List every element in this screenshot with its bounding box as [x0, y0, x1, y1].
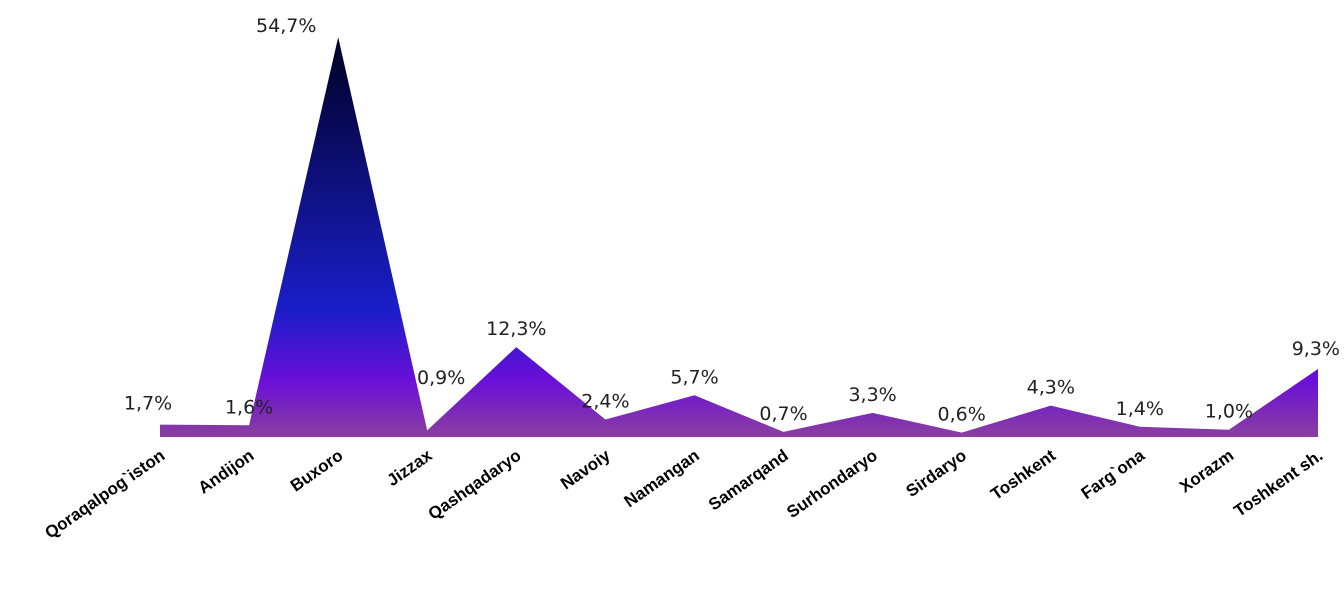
category-label: Qashqadaryo [425, 446, 525, 524]
data-label: 9,3% [1292, 338, 1340, 360]
data-label: 1,0% [1205, 401, 1253, 423]
category-label: Buxoro [287, 446, 347, 496]
data-label: 2,4% [581, 391, 629, 413]
category-label: Jizzax [384, 445, 436, 490]
category-label: Qoraqalpog`iston [41, 446, 168, 543]
data-label: 1,7% [124, 393, 172, 415]
category-label: Andijon [195, 446, 258, 498]
data-label: 12,3% [486, 318, 546, 340]
data-label: 0,9% [417, 367, 465, 389]
category-label: Namangan [621, 446, 703, 511]
data-label: 1,6% [225, 396, 273, 418]
category-label: Toshkent [987, 446, 1059, 504]
area-series [160, 37, 1318, 437]
data-label: 1,4% [1116, 398, 1164, 420]
category-label: Navoiy [557, 445, 614, 493]
data-label: 0,7% [759, 403, 807, 425]
category-label: Surhondaryo [783, 446, 881, 522]
area-fill [160, 37, 1318, 437]
data-label: 5,7% [670, 366, 718, 388]
category-label: Xorazm [1176, 446, 1237, 497]
data-label: 3,3% [848, 384, 896, 406]
data-label: 4,3% [1027, 377, 1075, 399]
data-label: 54,7% [256, 15, 316, 37]
category-label: Toshkent sh. [1231, 446, 1327, 521]
category-label: Samarqand [705, 446, 792, 515]
data-labels: 1,7% 1,6% 54,7% 0,9% 12,3% 2,4% 5,7% 0,7% 3,3% 0,… [124, 15, 1340, 426]
category-label: Sirdaryo [903, 446, 970, 501]
category-axis: Qoraqalpog`iston Andijon Buxoro JizzaxQashq… [41, 445, 1326, 542]
category-label: Farg`ona [1078, 445, 1149, 503]
data-label: 0,6% [938, 404, 986, 426]
